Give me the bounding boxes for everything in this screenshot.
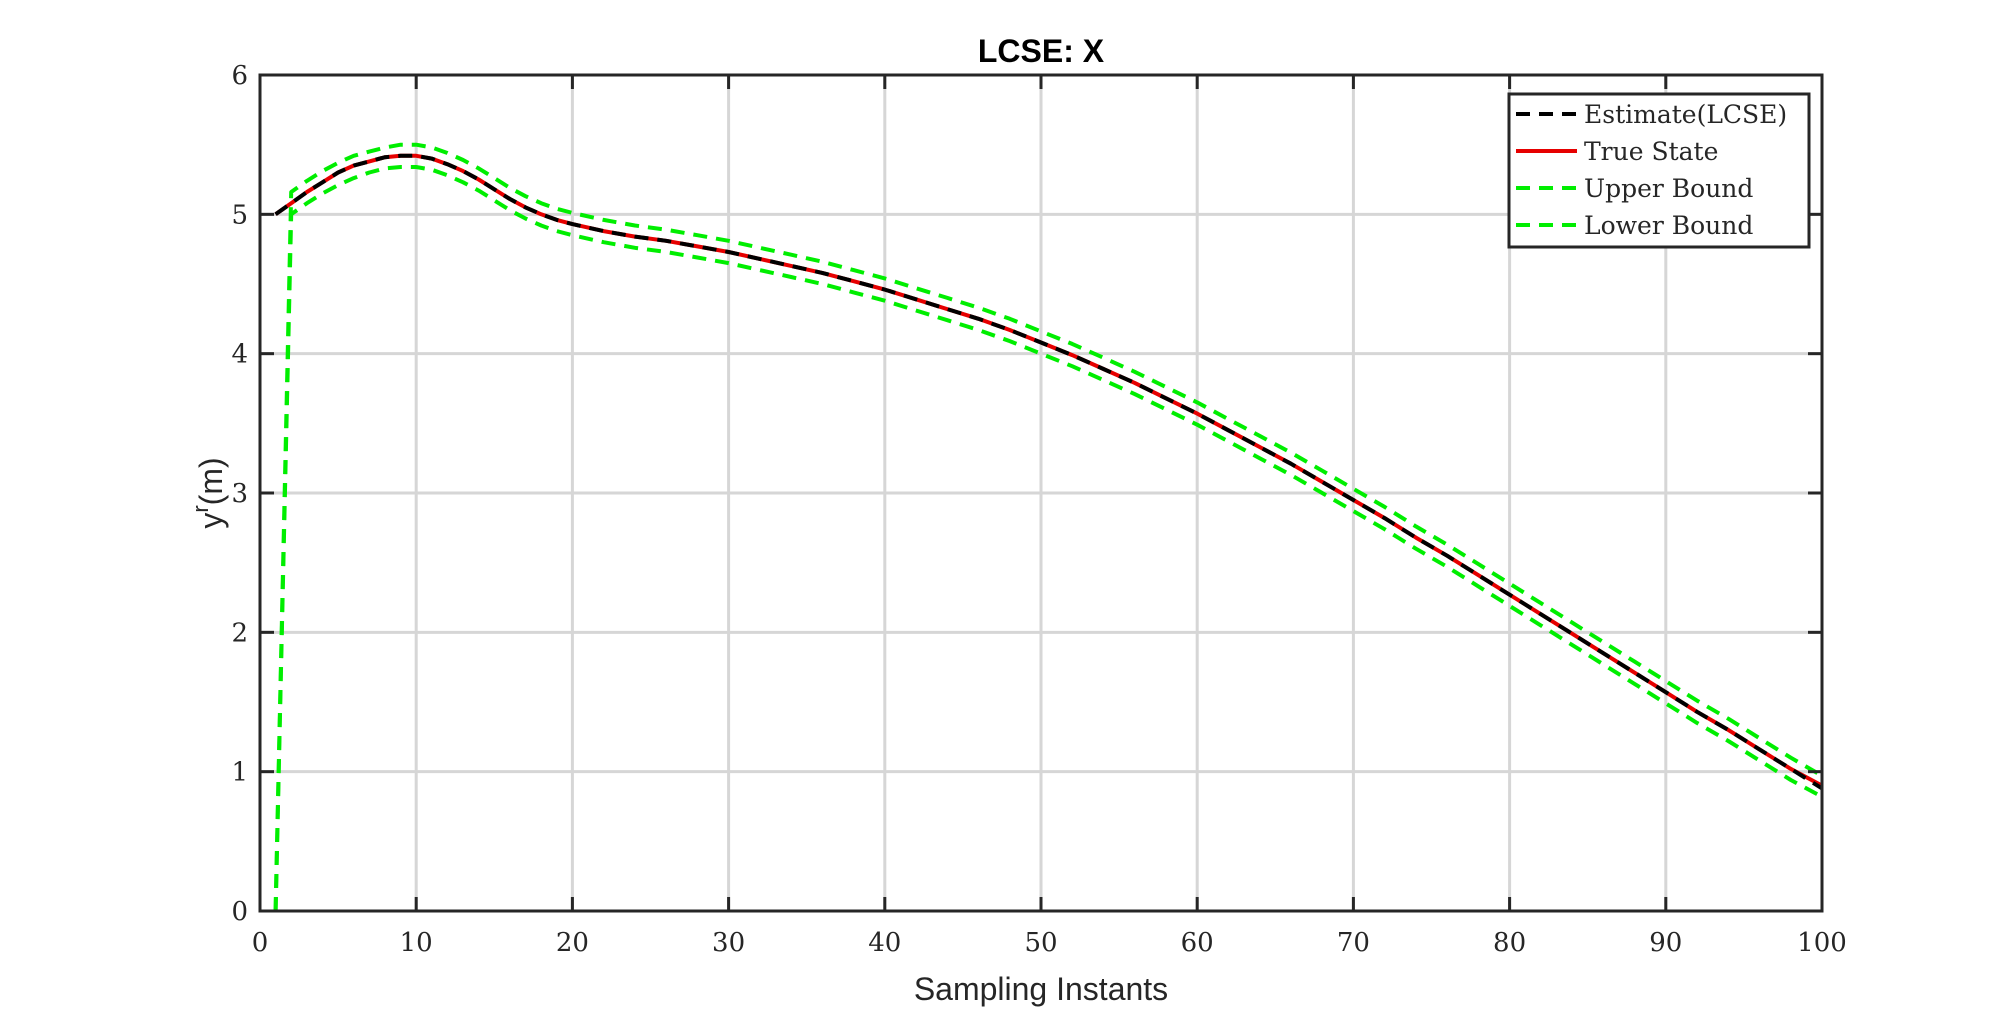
legend-label: Lower Bound: [1584, 211, 1753, 240]
x-tick-label: 20: [556, 928, 589, 958]
x-tick-label: 70: [1337, 928, 1370, 958]
legend-label: Estimate(LCSE): [1584, 100, 1787, 129]
y-axis-label-superscript: r: [188, 505, 213, 512]
y-tick-label: 0: [231, 897, 248, 927]
y-tick-label: 4: [231, 340, 248, 370]
y-tick-label: 6: [231, 61, 248, 91]
series-layer: [273, 142, 1824, 912]
y-tick-label: 2: [231, 618, 248, 648]
x-tick-label: 100: [1797, 928, 1847, 958]
y-axis-label-base: y: [193, 513, 229, 529]
series-line-lower-bound: [273, 165, 1823, 912]
x-tick-label: 80: [1493, 928, 1526, 958]
x-tick-label: 50: [1024, 928, 1057, 958]
x-tick-label: 90: [1649, 928, 1682, 958]
series-line-true-state: [274, 153, 1823, 788]
axis-ticks: 0 10 20 30 40 50 60 70 80 90 100 0 1 2 3 4 5 6: [231, 61, 1846, 958]
y-axis-label-unit: (m): [193, 457, 229, 505]
legend-box: [1507, 92, 1811, 249]
y-axis-label: yr(m): [188, 457, 229, 528]
series-line-estimate-lcse: [274, 153, 1824, 791]
chart-title: LCSE: X: [978, 33, 1105, 69]
series-line-upper-bound: [273, 142, 1824, 912]
legend-label: True State: [1584, 137, 1718, 166]
x-tick-label: 60: [1181, 928, 1214, 958]
x-axis-label: Sampling Instants: [914, 971, 1168, 1007]
y-tick-label: 3: [231, 479, 248, 509]
x-tick-label: 10: [400, 928, 433, 958]
x-tick-label: 0: [252, 928, 269, 958]
x-tick-label: 30: [712, 928, 745, 958]
x-tick-label: 40: [868, 928, 901, 958]
legend: Estimate(LCSE) True State Upper Bound Lower…: [1507, 92, 1811, 249]
y-tick-label: 1: [231, 758, 248, 788]
legend-label: Upper Bound: [1584, 174, 1753, 203]
y-tick-label: 5: [231, 200, 248, 230]
